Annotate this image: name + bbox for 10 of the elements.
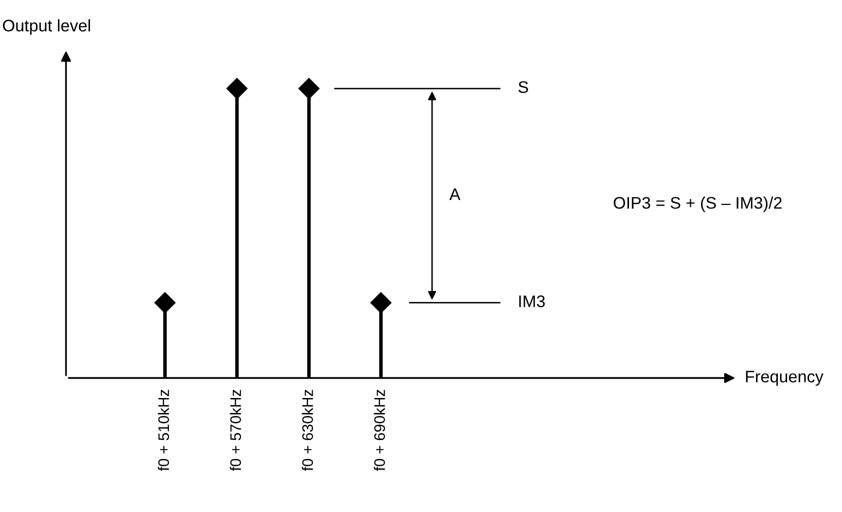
x-tick-label: f0 + 690kHz — [374, 390, 386, 471]
ref-line-label: IM3 — [519, 295, 545, 308]
text: A — [449, 188, 460, 200]
y-axis-title: Output level — [2, 19, 90, 35]
x-tick-label: f0 + 570kHz — [230, 390, 242, 471]
x-tick-label: f0 + 510kHz — [158, 390, 170, 471]
x-tick-label: f0 + 630kHz — [302, 390, 314, 471]
text: OIP3 = S + (S – IM3)/2 — [614, 196, 782, 212]
ref-line-label: S — [518, 81, 528, 93]
text: Frequency — [746, 370, 824, 386]
